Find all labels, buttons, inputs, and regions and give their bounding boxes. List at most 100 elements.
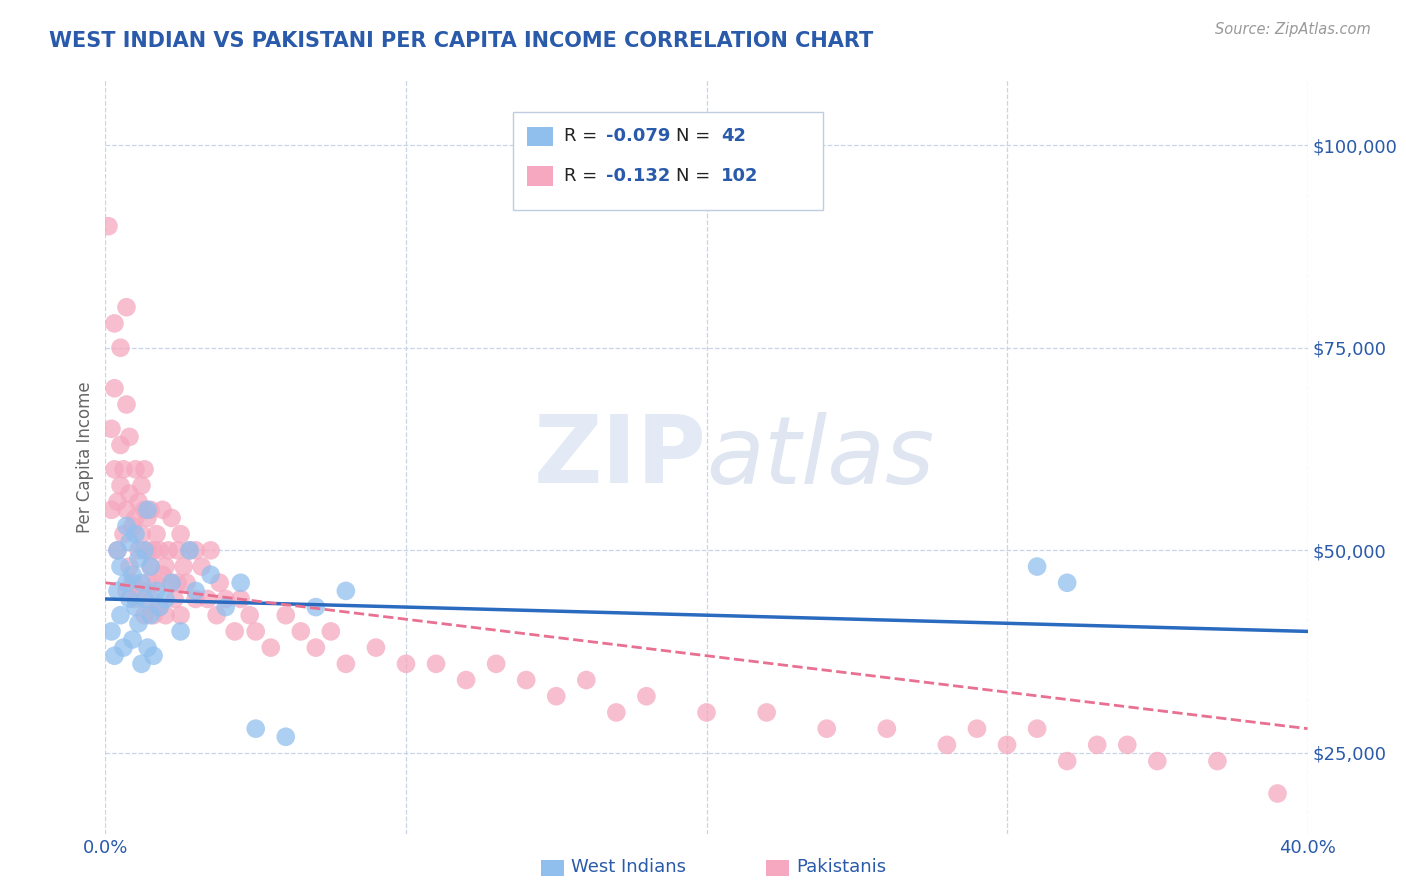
Point xyxy=(124,511,146,525)
Point xyxy=(173,559,195,574)
Text: R =: R = xyxy=(564,167,598,185)
Point xyxy=(139,559,162,574)
Point xyxy=(936,738,959,752)
Point xyxy=(118,535,141,549)
Point xyxy=(155,559,177,574)
Point xyxy=(121,567,143,582)
Point xyxy=(575,673,598,687)
Point xyxy=(134,503,156,517)
Point xyxy=(136,511,159,525)
Point xyxy=(115,583,138,598)
Point xyxy=(145,583,167,598)
Point xyxy=(115,503,138,517)
Point xyxy=(755,706,778,720)
Point xyxy=(1267,787,1289,801)
Point xyxy=(274,730,297,744)
Point xyxy=(110,438,132,452)
Point xyxy=(245,722,267,736)
Point xyxy=(124,527,146,541)
Point xyxy=(157,543,180,558)
Point xyxy=(115,300,138,314)
Point xyxy=(124,600,146,615)
Point xyxy=(103,462,125,476)
Point xyxy=(100,503,122,517)
Point xyxy=(239,608,262,623)
Point xyxy=(335,583,357,598)
Point xyxy=(124,592,146,607)
Point xyxy=(134,592,156,607)
Text: Pakistanis: Pakistanis xyxy=(796,858,886,876)
Point xyxy=(103,381,125,395)
Point xyxy=(131,478,153,492)
Point xyxy=(136,503,159,517)
Point xyxy=(696,706,718,720)
Point xyxy=(169,608,191,623)
Point xyxy=(160,575,183,590)
Point xyxy=(134,543,156,558)
Point xyxy=(815,722,838,736)
Point xyxy=(121,575,143,590)
Text: atlas: atlas xyxy=(707,411,935,503)
Text: 102: 102 xyxy=(721,167,759,185)
Point xyxy=(169,527,191,541)
Point xyxy=(876,722,898,736)
Point xyxy=(546,690,568,704)
Point xyxy=(454,673,477,687)
Point xyxy=(131,575,153,590)
Point xyxy=(319,624,342,639)
Point xyxy=(214,592,236,607)
Point xyxy=(166,543,188,558)
Point xyxy=(103,648,125,663)
Point xyxy=(110,608,132,623)
Point xyxy=(100,422,122,436)
Point xyxy=(485,657,508,671)
Point xyxy=(1206,754,1229,768)
Point xyxy=(136,543,159,558)
Point xyxy=(148,600,170,615)
Point xyxy=(134,608,156,623)
Text: -0.132: -0.132 xyxy=(606,167,671,185)
Point xyxy=(121,519,143,533)
Point xyxy=(1146,754,1168,768)
Point xyxy=(100,624,122,639)
Point xyxy=(128,616,150,631)
Point xyxy=(148,600,170,615)
Point xyxy=(1026,722,1049,736)
Point xyxy=(425,657,447,671)
Point xyxy=(124,462,146,476)
Point xyxy=(152,567,174,582)
Point xyxy=(229,575,252,590)
Point xyxy=(110,478,132,492)
Point xyxy=(107,494,129,508)
Point xyxy=(1056,575,1078,590)
Point xyxy=(131,583,153,598)
Point xyxy=(128,543,150,558)
Point xyxy=(160,511,183,525)
Point xyxy=(305,600,328,615)
Point xyxy=(118,486,141,500)
Point xyxy=(260,640,283,655)
Point xyxy=(107,583,129,598)
Point xyxy=(179,543,201,558)
Point xyxy=(1116,738,1139,752)
Text: 42: 42 xyxy=(721,128,747,145)
Text: West Indians: West Indians xyxy=(571,858,686,876)
Point xyxy=(112,527,135,541)
Point xyxy=(139,608,162,623)
Point xyxy=(395,657,418,671)
Point xyxy=(118,559,141,574)
Text: Source: ZipAtlas.com: Source: ZipAtlas.com xyxy=(1215,22,1371,37)
Point xyxy=(214,600,236,615)
Point xyxy=(190,559,212,574)
Point xyxy=(155,592,177,607)
Point xyxy=(131,527,153,541)
Point xyxy=(274,608,297,623)
Point xyxy=(128,494,150,508)
Text: ZIP: ZIP xyxy=(534,411,707,503)
Point xyxy=(184,543,207,558)
Point xyxy=(1026,559,1049,574)
Point xyxy=(145,527,167,541)
Point xyxy=(118,592,141,607)
Text: R =: R = xyxy=(564,128,598,145)
Point xyxy=(107,543,129,558)
